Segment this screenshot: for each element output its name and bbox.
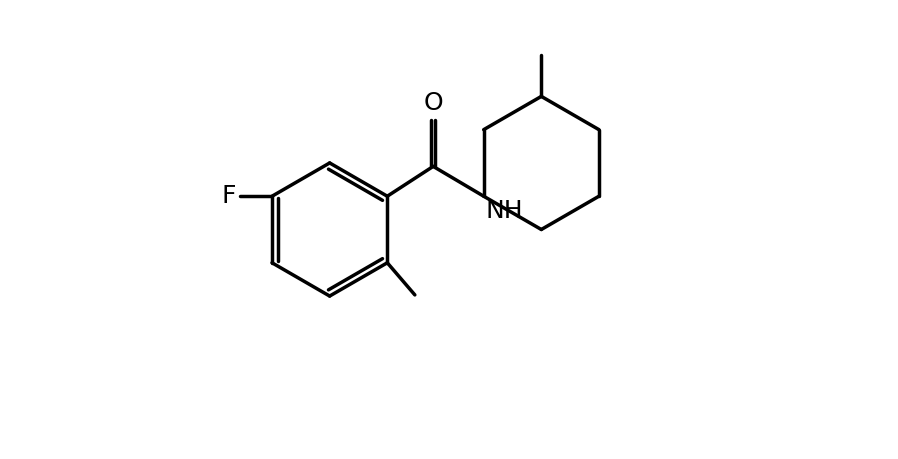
Text: O: O: [423, 91, 443, 115]
Text: NH: NH: [486, 198, 524, 223]
Text: F: F: [222, 184, 236, 208]
